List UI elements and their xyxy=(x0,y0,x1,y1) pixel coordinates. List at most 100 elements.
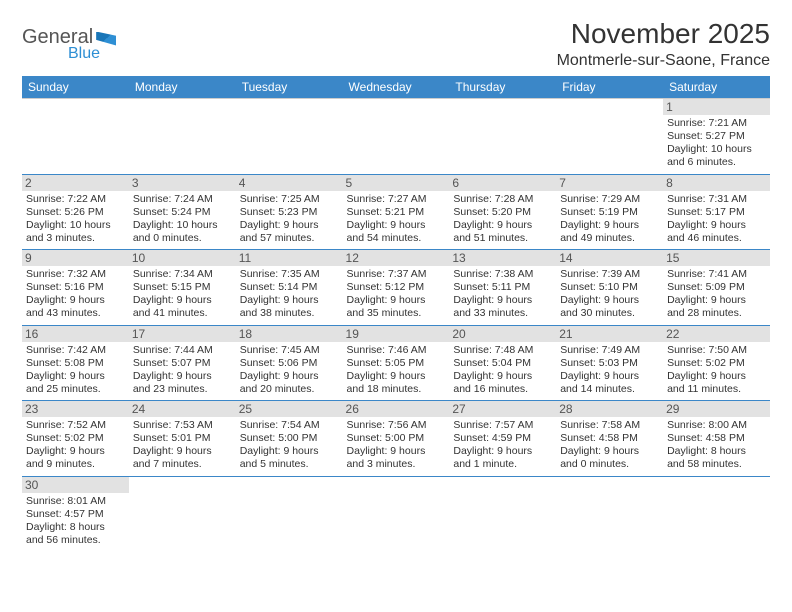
calendar-day-cell xyxy=(663,476,770,551)
calendar-week-row: 1 Sunrise: 7:21 AMSunset: 5:27 PMDaylight… xyxy=(22,99,770,175)
day-number: 18 xyxy=(236,326,343,342)
day-number: 3 xyxy=(129,175,236,191)
calendar-day-cell xyxy=(236,99,343,175)
day-number: 11 xyxy=(236,250,343,266)
day-number: 25 xyxy=(236,401,343,417)
day-info: Sunrise: 7:50 AMSunset: 5:02 PMDaylight:… xyxy=(667,344,766,397)
calendar-day-cell: 19 Sunrise: 7:46 AMSunset: 5:05 PMDayligh… xyxy=(343,325,450,401)
day-info: Sunrise: 7:32 AMSunset: 5:16 PMDaylight:… xyxy=(26,268,125,321)
day-info: Sunrise: 7:44 AMSunset: 5:07 PMDaylight:… xyxy=(133,344,232,397)
calendar-day-cell: 4 Sunrise: 7:25 AMSunset: 5:23 PMDaylight… xyxy=(236,174,343,250)
calendar-week-row: 9Sunrise: 7:32 AMSunset: 5:16 PMDaylight… xyxy=(22,250,770,326)
weekday-header: Tuesday xyxy=(236,76,343,99)
day-number: 26 xyxy=(343,401,450,417)
calendar-day-cell: 11Sunrise: 7:35 AMSunset: 5:14 PMDayligh… xyxy=(236,250,343,326)
calendar-day-cell xyxy=(449,99,556,175)
weekday-header: Friday xyxy=(556,76,663,99)
day-info: Sunrise: 7:56 AMSunset: 5:00 PMDaylight:… xyxy=(347,419,446,472)
day-number: 8 xyxy=(663,175,770,191)
calendar-day-cell: 30Sunrise: 8:01 AMSunset: 4:57 PMDayligh… xyxy=(22,476,129,551)
day-number: 29 xyxy=(663,401,770,417)
calendar-day-cell: 7 Sunrise: 7:29 AMSunset: 5:19 PMDaylight… xyxy=(556,174,663,250)
calendar-day-cell: 13 Sunrise: 7:38 AMSunset: 5:11 PMDayligh… xyxy=(449,250,556,326)
day-info: Sunrise: 8:00 AMSunset: 4:58 PMDaylight:… xyxy=(667,419,766,472)
day-info: Sunrise: 7:58 AMSunset: 4:58 PMDaylight:… xyxy=(560,419,659,472)
calendar-day-cell: 10 Sunrise: 7:34 AMSunset: 5:15 PMDayligh… xyxy=(129,250,236,326)
weekday-header: Wednesday xyxy=(343,76,450,99)
calendar-week-row: 16 Sunrise: 7:42 AMSunset: 5:08 PMDayligh… xyxy=(22,325,770,401)
day-info: Sunrise: 7:22 AMSunset: 5:26 PMDaylight:… xyxy=(26,193,125,246)
weekday-header: Saturday xyxy=(663,76,770,99)
calendar-day-cell xyxy=(22,99,129,175)
day-number: 20 xyxy=(449,326,556,342)
calendar-day-cell: 8 Sunrise: 7:31 AMSunset: 5:17 PMDaylight… xyxy=(663,174,770,250)
calendar-day-cell: 6Sunrise: 7:28 AMSunset: 5:20 PMDaylight… xyxy=(449,174,556,250)
calendar-day-cell: 5 Sunrise: 7:27 AMSunset: 5:21 PMDaylight… xyxy=(343,174,450,250)
calendar-day-cell: 3 Sunrise: 7:24 AMSunset: 5:24 PMDaylight… xyxy=(129,174,236,250)
calendar-day-cell: 1 Sunrise: 7:21 AMSunset: 5:27 PMDaylight… xyxy=(663,99,770,175)
day-info: Sunrise: 7:34 AMSunset: 5:15 PMDaylight:… xyxy=(133,268,232,321)
day-number: 19 xyxy=(343,326,450,342)
calendar-day-cell: 20Sunrise: 7:48 AMSunset: 5:04 PMDayligh… xyxy=(449,325,556,401)
calendar-day-cell: 16 Sunrise: 7:42 AMSunset: 5:08 PMDayligh… xyxy=(22,325,129,401)
day-info: Sunrise: 7:45 AMSunset: 5:06 PMDaylight:… xyxy=(240,344,339,397)
calendar-day-cell xyxy=(449,476,556,551)
day-info: Sunrise: 8:01 AMSunset: 4:57 PMDaylight:… xyxy=(26,495,125,548)
calendar-day-cell xyxy=(556,99,663,175)
day-number: 28 xyxy=(556,401,663,417)
day-number: 7 xyxy=(556,175,663,191)
flag-icon xyxy=(96,32,116,46)
calendar-week-row: 23Sunrise: 7:52 AMSunset: 5:02 PMDayligh… xyxy=(22,401,770,477)
calendar-day-cell: 27Sunrise: 7:57 AMSunset: 4:59 PMDayligh… xyxy=(449,401,556,477)
day-number: 27 xyxy=(449,401,556,417)
day-info: Sunrise: 7:53 AMSunset: 5:01 PMDaylight:… xyxy=(133,419,232,472)
day-info: Sunrise: 7:41 AMSunset: 5:09 PMDaylight:… xyxy=(667,268,766,321)
day-number: 6 xyxy=(449,175,556,191)
calendar-week-row: 2Sunrise: 7:22 AMSunset: 5:26 PMDaylight… xyxy=(22,174,770,250)
weekday-header-row: SundayMondayTuesdayWednesdayThursdayFrid… xyxy=(22,76,770,99)
day-number: 12 xyxy=(343,250,450,266)
logo-text-blue: Blue xyxy=(68,45,116,63)
day-number: 1 xyxy=(663,99,770,115)
day-number: 22 xyxy=(663,326,770,342)
calendar-day-cell: 17 Sunrise: 7:44 AMSunset: 5:07 PMDayligh… xyxy=(129,325,236,401)
logo: General Blue xyxy=(22,18,116,63)
calendar-day-cell xyxy=(556,476,663,551)
day-info: Sunrise: 7:29 AMSunset: 5:19 PMDaylight:… xyxy=(560,193,659,246)
calendar-body: 1 Sunrise: 7:21 AMSunset: 5:27 PMDaylight… xyxy=(22,99,770,552)
day-info: Sunrise: 7:38 AMSunset: 5:11 PMDaylight:… xyxy=(453,268,552,321)
location-text: Montmerle-sur-Saone, France xyxy=(557,52,770,70)
calendar-day-cell: 25 Sunrise: 7:54 AMSunset: 5:00 PMDayligh… xyxy=(236,401,343,477)
day-info: Sunrise: 7:42 AMSunset: 5:08 PMDaylight:… xyxy=(26,344,125,397)
day-info: Sunrise: 7:27 AMSunset: 5:21 PMDaylight:… xyxy=(347,193,446,246)
day-number: 23 xyxy=(22,401,129,417)
day-number: 24 xyxy=(129,401,236,417)
day-number: 5 xyxy=(343,175,450,191)
calendar-day-cell: 2Sunrise: 7:22 AMSunset: 5:26 PMDaylight… xyxy=(22,174,129,250)
day-info: Sunrise: 7:31 AMSunset: 5:17 PMDaylight:… xyxy=(667,193,766,246)
day-number: 14 xyxy=(556,250,663,266)
calendar-day-cell xyxy=(129,99,236,175)
day-info: Sunrise: 7:24 AMSunset: 5:24 PMDaylight:… xyxy=(133,193,232,246)
day-info: Sunrise: 7:54 AMSunset: 5:00 PMDaylight:… xyxy=(240,419,339,472)
weekday-header: Thursday xyxy=(449,76,556,99)
day-info: Sunrise: 7:49 AMSunset: 5:03 PMDaylight:… xyxy=(560,344,659,397)
day-number: 4 xyxy=(236,175,343,191)
day-number: 13 xyxy=(449,250,556,266)
calendar-day-cell: 22 Sunrise: 7:50 AMSunset: 5:02 PMDayligh… xyxy=(663,325,770,401)
calendar-day-cell xyxy=(129,476,236,551)
day-number: 21 xyxy=(556,326,663,342)
header: General Blue November 2025 Montmerle-sur… xyxy=(22,18,770,70)
day-number: 16 xyxy=(22,326,129,342)
day-number: 15 xyxy=(663,250,770,266)
calendar-day-cell: 14 Sunrise: 7:39 AMSunset: 5:10 PMDayligh… xyxy=(556,250,663,326)
calendar-day-cell xyxy=(343,476,450,551)
day-info: Sunrise: 7:46 AMSunset: 5:05 PMDaylight:… xyxy=(347,344,446,397)
day-info: Sunrise: 7:21 AMSunset: 5:27 PMDaylight:… xyxy=(667,117,766,170)
page-title: November 2025 xyxy=(557,18,770,50)
day-info: Sunrise: 7:25 AMSunset: 5:23 PMDaylight:… xyxy=(240,193,339,246)
calendar-day-cell: 23Sunrise: 7:52 AMSunset: 5:02 PMDayligh… xyxy=(22,401,129,477)
day-number: 10 xyxy=(129,250,236,266)
day-number: 17 xyxy=(129,326,236,342)
day-info: Sunrise: 7:39 AMSunset: 5:10 PMDaylight:… xyxy=(560,268,659,321)
